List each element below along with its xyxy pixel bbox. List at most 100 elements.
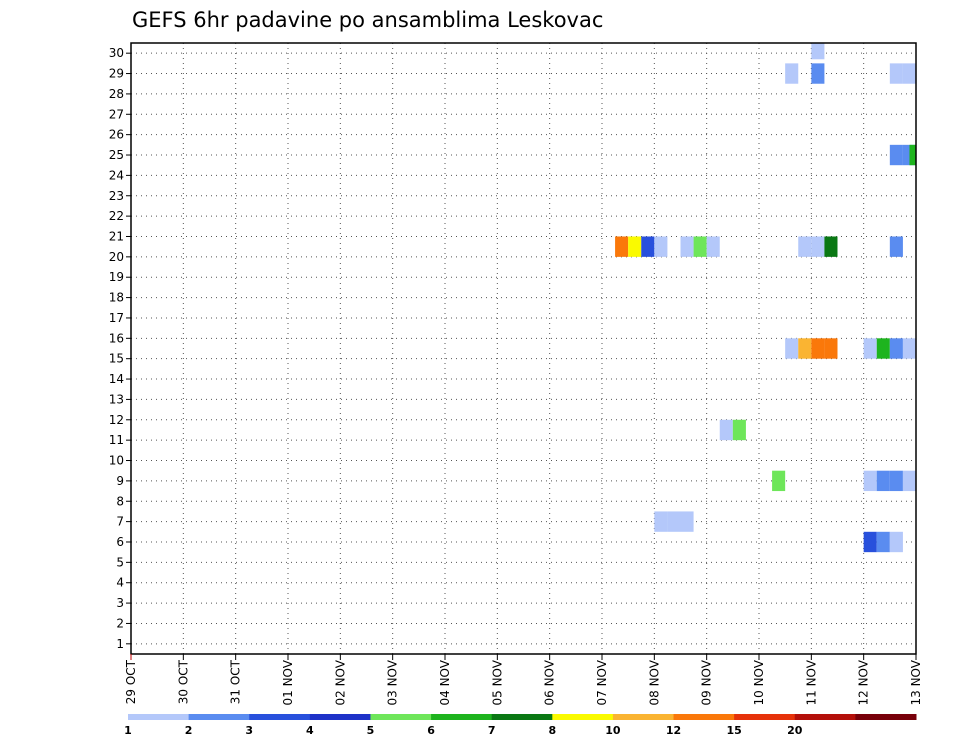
colorbar-label: 12 bbox=[666, 724, 681, 737]
precip-cell bbox=[811, 338, 825, 359]
y-tick-label: 5 bbox=[116, 555, 124, 569]
x-tick-label: 03 NOV bbox=[386, 659, 400, 705]
precip-cell bbox=[785, 63, 799, 84]
colorbar-swatch bbox=[309, 714, 371, 720]
precip-cell bbox=[902, 470, 916, 492]
y-tick-label: 23 bbox=[109, 189, 124, 203]
precip-cell bbox=[889, 338, 903, 359]
colorbar-swatch bbox=[673, 714, 735, 720]
x-tick-label: 11 NOV bbox=[804, 659, 818, 705]
y-tick-label: 19 bbox=[109, 270, 124, 284]
precip-cell bbox=[889, 531, 903, 553]
precip-cell bbox=[732, 419, 746, 441]
precip-cell bbox=[680, 511, 694, 532]
y-tick-label: 22 bbox=[109, 209, 124, 223]
y-tick-label: 27 bbox=[109, 107, 124, 121]
precip-cell bbox=[798, 338, 812, 359]
y-tick-label: 26 bbox=[109, 128, 124, 142]
precip-cell bbox=[889, 236, 903, 257]
y-tick-label: 7 bbox=[116, 515, 124, 529]
y-tick-label: 11 bbox=[109, 433, 124, 447]
precip-cell bbox=[863, 470, 877, 492]
precip-cell bbox=[902, 63, 916, 84]
x-tick-label: 10 NOV bbox=[752, 659, 766, 705]
precip-cell bbox=[824, 338, 838, 359]
x-tick-label: 09 NOV bbox=[700, 659, 714, 705]
x-tick-label: 29 OCT bbox=[124, 659, 138, 704]
plot-frame bbox=[130, 42, 917, 655]
y-tick-label: 4 bbox=[116, 576, 124, 590]
y-tick-label: 9 bbox=[116, 474, 124, 488]
precip-cell bbox=[811, 63, 825, 84]
precip-cell bbox=[902, 338, 916, 359]
precip-cell bbox=[889, 63, 903, 84]
x-tick-label: 07 NOV bbox=[595, 659, 609, 705]
x-tick-label: 01 NOV bbox=[281, 659, 295, 705]
colorbar-label: 1 bbox=[124, 724, 132, 737]
colorbar-label: 15 bbox=[726, 724, 741, 737]
x-tick-label: 12 NOV bbox=[857, 659, 871, 705]
precip-cell bbox=[863, 338, 877, 359]
colorbar: 1 2 3 4 5 6 7 8 10 12 15 20 bbox=[124, 714, 917, 737]
precip-cell bbox=[798, 236, 812, 257]
colorbar-label: 6 bbox=[427, 724, 435, 737]
x-tick-label: 08 NOV bbox=[647, 659, 661, 705]
y-tick-label: 8 bbox=[116, 494, 124, 508]
x-axis: 29 OCT 30 OCT 31 OCT 01 NOV 02 NOV 03 NOV 04 N… bbox=[124, 654, 923, 706]
precip-cell bbox=[889, 144, 903, 166]
precip-cell bbox=[680, 236, 694, 257]
x-tick-label: 05 NOV bbox=[490, 659, 504, 705]
colorbar-swatch bbox=[431, 714, 493, 720]
colorbar-swatch bbox=[188, 714, 250, 720]
precip-cell bbox=[706, 236, 720, 257]
colorbar-swatch bbox=[128, 714, 190, 720]
x-tick-label: 02 NOV bbox=[333, 659, 347, 705]
y-tick-label: 16 bbox=[109, 331, 124, 345]
y-tick-label: 17 bbox=[109, 311, 124, 325]
precip-cells bbox=[615, 43, 916, 553]
precip-cell bbox=[641, 236, 655, 257]
precip-cell bbox=[876, 470, 890, 492]
y-tick-label: 18 bbox=[109, 291, 124, 305]
precip-cell bbox=[811, 236, 825, 257]
colorbar-swatch bbox=[491, 714, 553, 720]
y-tick-label: 1 bbox=[116, 637, 124, 651]
y-tick-label: 24 bbox=[109, 168, 124, 182]
y-tick-label: 28 bbox=[109, 87, 124, 101]
y-tick-label: 6 bbox=[116, 535, 124, 549]
y-tick-label: 15 bbox=[109, 352, 124, 366]
colorbar-label: 8 bbox=[548, 724, 556, 737]
colorbar-label: 4 bbox=[306, 724, 314, 737]
precip-cell bbox=[889, 470, 903, 492]
colorbar-label: 2 bbox=[185, 724, 193, 737]
colorbar-swatch bbox=[552, 714, 614, 720]
y-tick-label: 2 bbox=[116, 616, 124, 630]
precip-cell bbox=[719, 419, 733, 441]
y-tick-label: 21 bbox=[109, 229, 124, 243]
colorbar-label: 3 bbox=[245, 724, 253, 737]
precip-cell bbox=[615, 236, 629, 257]
x-tick-label: 13 NOV bbox=[909, 659, 923, 705]
x-tick-label: 04 NOV bbox=[438, 659, 452, 705]
precip-cell bbox=[772, 470, 786, 492]
precip-cell bbox=[654, 511, 668, 532]
colorbar-swatch bbox=[249, 714, 311, 720]
colorbar-label: 10 bbox=[605, 724, 621, 737]
colorbar-swatch bbox=[612, 714, 675, 720]
colorbar-label: 7 bbox=[488, 724, 496, 737]
precip-cell bbox=[667, 511, 681, 532]
precip-cell bbox=[876, 338, 890, 359]
precip-cell bbox=[693, 236, 707, 257]
x-tick-label: 31 OCT bbox=[229, 659, 243, 704]
chart-title: GEFS 6hr padavine po ansamblima Leskovac bbox=[132, 8, 603, 32]
colorbar-swatch bbox=[855, 714, 917, 720]
y-tick-label: 30 bbox=[109, 46, 124, 60]
colorbar-label: 5 bbox=[367, 724, 375, 737]
y-tick-label: 10 bbox=[109, 454, 124, 468]
y-tick-label: 14 bbox=[109, 372, 124, 386]
precip-cell bbox=[824, 236, 838, 257]
x-tick-label: 30 OCT bbox=[176, 659, 190, 704]
y-tick-label: 25 bbox=[109, 148, 124, 162]
x-tick-label: 06 NOV bbox=[543, 659, 557, 705]
